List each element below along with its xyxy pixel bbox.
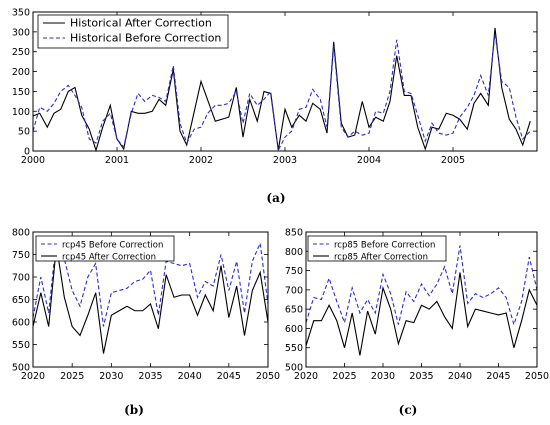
series-line-1-1	[32, 27, 531, 153]
x-tick-label: 2025	[60, 371, 84, 382]
y-tick-label: 700	[285, 285, 303, 296]
series-line-2-2	[32, 245, 269, 354]
x-tick-label: 2003	[273, 155, 297, 166]
legend-label: Historical After Correction	[70, 17, 212, 30]
y-tick-label: 50	[18, 127, 30, 138]
y-tick-label: 700	[12, 273, 30, 284]
y-tick-label: 800	[285, 247, 303, 258]
legend-label: rcp85 After Correction	[334, 253, 428, 263]
x-tick-label: 2020	[294, 371, 318, 382]
y-tick-label: 850	[285, 228, 303, 239]
y-tick-label: 550	[12, 340, 30, 351]
y-tick-label: 750	[285, 266, 303, 277]
legend-label: Historical Before Correction	[70, 32, 221, 45]
x-tick-label: 2035	[409, 371, 433, 382]
legend-box	[307, 235, 447, 262]
x-tick-label: 2035	[138, 371, 162, 382]
x-tick-label: 2050	[525, 371, 549, 382]
y-tick-label: 600	[12, 318, 30, 329]
y-tick-label: 250	[12, 47, 30, 58]
x-tick-label: 2030	[371, 371, 395, 382]
y-tick-label: 500	[12, 363, 30, 374]
x-tick-label: 2050	[256, 371, 280, 382]
y-tick-label: 350	[12, 8, 30, 19]
caption-a: (a)	[266, 191, 285, 205]
x-tick-label: 2040	[448, 371, 472, 382]
y-tick-label: 200	[12, 67, 30, 78]
y-tick-label: 0	[24, 147, 30, 158]
x-tick-label: 2045	[217, 371, 241, 382]
x-tick-label: 2005	[441, 155, 465, 166]
x-tick-label: 2004	[357, 155, 381, 166]
legend-box	[35, 235, 175, 262]
y-tick-label: 650	[285, 305, 303, 316]
x-tick-label: 2020	[21, 371, 45, 382]
x-tick-label: 2030	[99, 371, 123, 382]
y-tick-label: 800	[12, 228, 30, 239]
x-tick-label: 2040	[178, 371, 202, 382]
series-line-1-2	[32, 33, 531, 153]
y-tick-label: 600	[285, 324, 303, 335]
y-tick-label: 500	[285, 363, 303, 374]
chart-c-rcp85: 2020 2025 2030 2035 2040 2045 2050 500 550 600 650…	[285, 228, 549, 383]
y-tick-label: 550	[285, 343, 303, 354]
series-line-2-1	[32, 238, 269, 327]
y-tick-label: 750	[12, 250, 30, 261]
y-tick-label: 300	[12, 27, 30, 38]
series-line-3-1	[305, 245, 538, 327]
y-tick-label: 650	[12, 295, 30, 306]
chart-b-rcp45: 2020 2025 2030 2035 2040 2045 2050 500 550 600 650…	[12, 228, 280, 383]
x-tick-label: 2045	[486, 371, 510, 382]
series-line-3-2	[305, 272, 538, 356]
y-tick-label: 100	[12, 107, 30, 118]
chart-a-historical: 2000 2001 2002 2003 2004 2005 0 50 100 150 200 250 3…	[12, 8, 538, 166]
x-tick-label: 2000	[21, 155, 45, 166]
legend-label: rcp45 Before Correction	[62, 241, 163, 251]
caption-c: (c)	[399, 403, 418, 417]
y-tick-label: 150	[12, 87, 30, 98]
x-tick-label: 2002	[189, 155, 213, 166]
legend-label: rcp45 After Correction	[62, 253, 156, 263]
x-tick-label: 2025	[332, 371, 356, 382]
legend-box	[37, 14, 229, 49]
x-tick-label: 2001	[105, 155, 129, 166]
caption-b: (b)	[124, 403, 144, 417]
legend-label: rcp85 Before Correction	[334, 241, 435, 251]
